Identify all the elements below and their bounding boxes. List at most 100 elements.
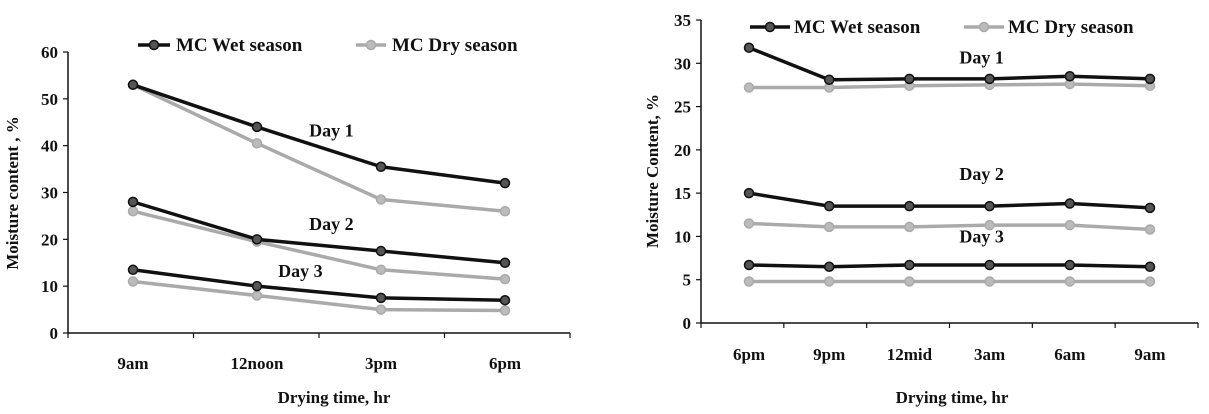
chart2-data-point-day3-wet xyxy=(984,259,995,271)
chart2-y-tick-label: 15 xyxy=(674,184,691,203)
chart1-legend-marker xyxy=(148,39,160,51)
chart1-series-line-day1-dry xyxy=(132,83,506,213)
chart2-y-tick-label: 35 xyxy=(674,11,691,30)
chart1-data-point-day3-wet xyxy=(499,294,511,306)
chart2-data-point-day2-wet xyxy=(984,200,995,212)
chart2-data-point-day3-wet xyxy=(823,261,835,272)
chart1-data-point-day1-wet xyxy=(127,79,139,91)
chart2-data-point-day2-dry xyxy=(1064,219,1076,231)
chart2-series-line-day2-wet xyxy=(748,191,1151,210)
chart1-x-tick-label: 12noon xyxy=(231,354,284,373)
chart2-data-point-day2-dry xyxy=(823,221,835,233)
chart2-data-point-day1-wet xyxy=(984,73,995,85)
chart2-data-point-day2-dry xyxy=(904,221,915,233)
chart2-data-point-day2-wet xyxy=(1144,202,1156,214)
chart-right: 0 5 10 15 20 25 30 35 6pm 9pm 12mid 3am 6am 9am Drying… xyxy=(600,0,1209,414)
chart2-series-line-day1-wet xyxy=(748,46,1151,82)
chart1-x-axis-title: Drying time, hr xyxy=(278,388,391,407)
chart2-data-point-day1-wet xyxy=(823,74,835,85)
chart2-data-point-day1-wet xyxy=(1144,73,1156,85)
chart2-x-tick-label: 3am xyxy=(974,345,1005,364)
chart2-data-point-day1-wet xyxy=(904,73,915,85)
chart1-legend-label: MC Wet season xyxy=(176,35,303,56)
chart1-data-point-day3-wet xyxy=(375,292,387,304)
chart2-data-point-day2-dry xyxy=(743,218,755,229)
chart1-x-tick-label: 9am xyxy=(117,354,148,373)
chart2-data-point-day1-wet xyxy=(743,42,755,53)
chart1-data-point-day3-dry xyxy=(251,290,263,301)
chart2-data-point-day2-dry xyxy=(984,219,995,231)
chart1-y-tick-label: 10 xyxy=(41,277,58,296)
chart2-data-point-day3-dry xyxy=(743,276,755,287)
chart2-legend-label: MC Wet season xyxy=(794,17,921,38)
chart1-annotation-label: Day 1 xyxy=(309,120,354,140)
chart1-data-point-day3-wet xyxy=(251,280,263,292)
chart2-y-tick-label: 30 xyxy=(674,54,691,73)
chart2-data-point-day3-dry xyxy=(904,276,915,287)
chart1-data-point-day2-wet xyxy=(127,196,139,208)
chart1-data-point-day3-dry xyxy=(127,276,139,287)
chart2-data-point-day2-wet xyxy=(743,187,755,199)
chart2-data-point-day3-wet xyxy=(904,259,915,271)
chart1-data-point-day1-wet xyxy=(375,161,387,172)
chart2-y-tick-label: 0 xyxy=(683,314,692,333)
chart2-legend-marker xyxy=(978,21,990,33)
chart2-data-point-day2-dry xyxy=(1144,224,1156,235)
chart2-data-point-day3-dry xyxy=(984,276,995,287)
chart1-data-point-day2-dry xyxy=(375,264,387,276)
chart1-data-point-day2-dry xyxy=(127,205,139,217)
chart1-series-line-day3-wet xyxy=(132,268,506,302)
chart1-legend-label: MC Dry season xyxy=(392,35,518,56)
chart1-y-tick-label: 20 xyxy=(41,230,58,249)
chart2-annotation-label: Day 1 xyxy=(959,47,1004,67)
chart2-data-point-day2-wet xyxy=(823,200,835,212)
chart2-x-tick-label: 6am xyxy=(1054,345,1085,364)
chart1-data-point-day1-wet xyxy=(499,177,511,189)
chart2-annotation-label: Day 2 xyxy=(959,164,1004,184)
chart2-y-tick-label: 5 xyxy=(683,271,692,290)
chart1-data-point-day1-dry xyxy=(499,205,511,217)
chart2-legend-marker xyxy=(764,21,776,33)
chart1-data-point-day1-wet xyxy=(251,121,263,133)
chart2-y-tick-label: 20 xyxy=(674,141,691,160)
chart2-series-line-day1-dry xyxy=(749,82,1151,90)
chart1-data-point-day2-wet xyxy=(499,257,511,268)
chart1-series-line-day2-dry xyxy=(132,209,506,281)
chart1-data-point-day1-dry xyxy=(375,194,387,205)
chart2-legend-label: MC Dry season xyxy=(1008,17,1134,38)
chart-left: 0 10 20 30 40 50 60 9am 12noon 3pm 6pm Drying time,… xyxy=(0,0,590,414)
chart1-series-line-day1-wet xyxy=(132,83,506,185)
chart2-data-point-day2-wet xyxy=(904,200,915,212)
chart2-annotation-label: Day 3 xyxy=(959,226,1004,246)
chart2-y-axis-title: Moisture Content, % xyxy=(643,94,662,248)
chart2-y-tick-label: 10 xyxy=(674,227,691,246)
chart1-x-tick-label: 6pm xyxy=(489,354,521,373)
chart2-data-point-day3-dry xyxy=(1064,276,1076,287)
chart1-legend-marker xyxy=(365,39,377,51)
chart1-y-tick-label: 60 xyxy=(41,43,58,62)
chart1-data-point-day3-dry xyxy=(499,305,511,316)
chart2-data-point-day1-wet xyxy=(1064,71,1076,82)
chart2-x-axis-title: Drying time, hr xyxy=(896,388,1009,407)
chart2-data-point-day3-wet xyxy=(743,259,755,271)
chart2-series-line-day3-wet xyxy=(748,263,1151,269)
chart2-y-tick-label: 25 xyxy=(674,98,691,117)
chart2-data-point-day3-dry xyxy=(823,276,835,287)
chart1-y-tick-label: 0 xyxy=(50,324,59,343)
chart1-annotation-label: Day 2 xyxy=(309,214,354,234)
chart1-annotation-label: Day 3 xyxy=(278,261,323,281)
chart2-series-line-day2-dry xyxy=(748,221,1151,232)
chart1-y-tick-label: 30 xyxy=(41,184,58,203)
chart1-series-line-day3-dry xyxy=(132,279,506,313)
chart1-data-point-day3-wet xyxy=(127,264,139,276)
chart1-series-line-day2-wet xyxy=(132,200,506,265)
chart2-data-point-day1-dry xyxy=(743,82,755,93)
chart-right-svg: 0 5 10 15 20 25 30 35 6pm 9pm 12mid 3am 6am 9am Drying… xyxy=(643,11,1199,407)
chart1-y-tick-label: 50 xyxy=(41,90,58,109)
chart1-data-point-day2-wet xyxy=(251,234,263,245)
chart2-data-point-day2-wet xyxy=(1064,198,1076,209)
chart2-x-tick-label: 9pm xyxy=(813,345,845,364)
chart1-y-axis-title: Moisture content , % xyxy=(3,116,22,270)
chart2-x-tick-label: 9am xyxy=(1134,345,1165,364)
chart2-x-tick-label: 6pm xyxy=(733,345,765,364)
